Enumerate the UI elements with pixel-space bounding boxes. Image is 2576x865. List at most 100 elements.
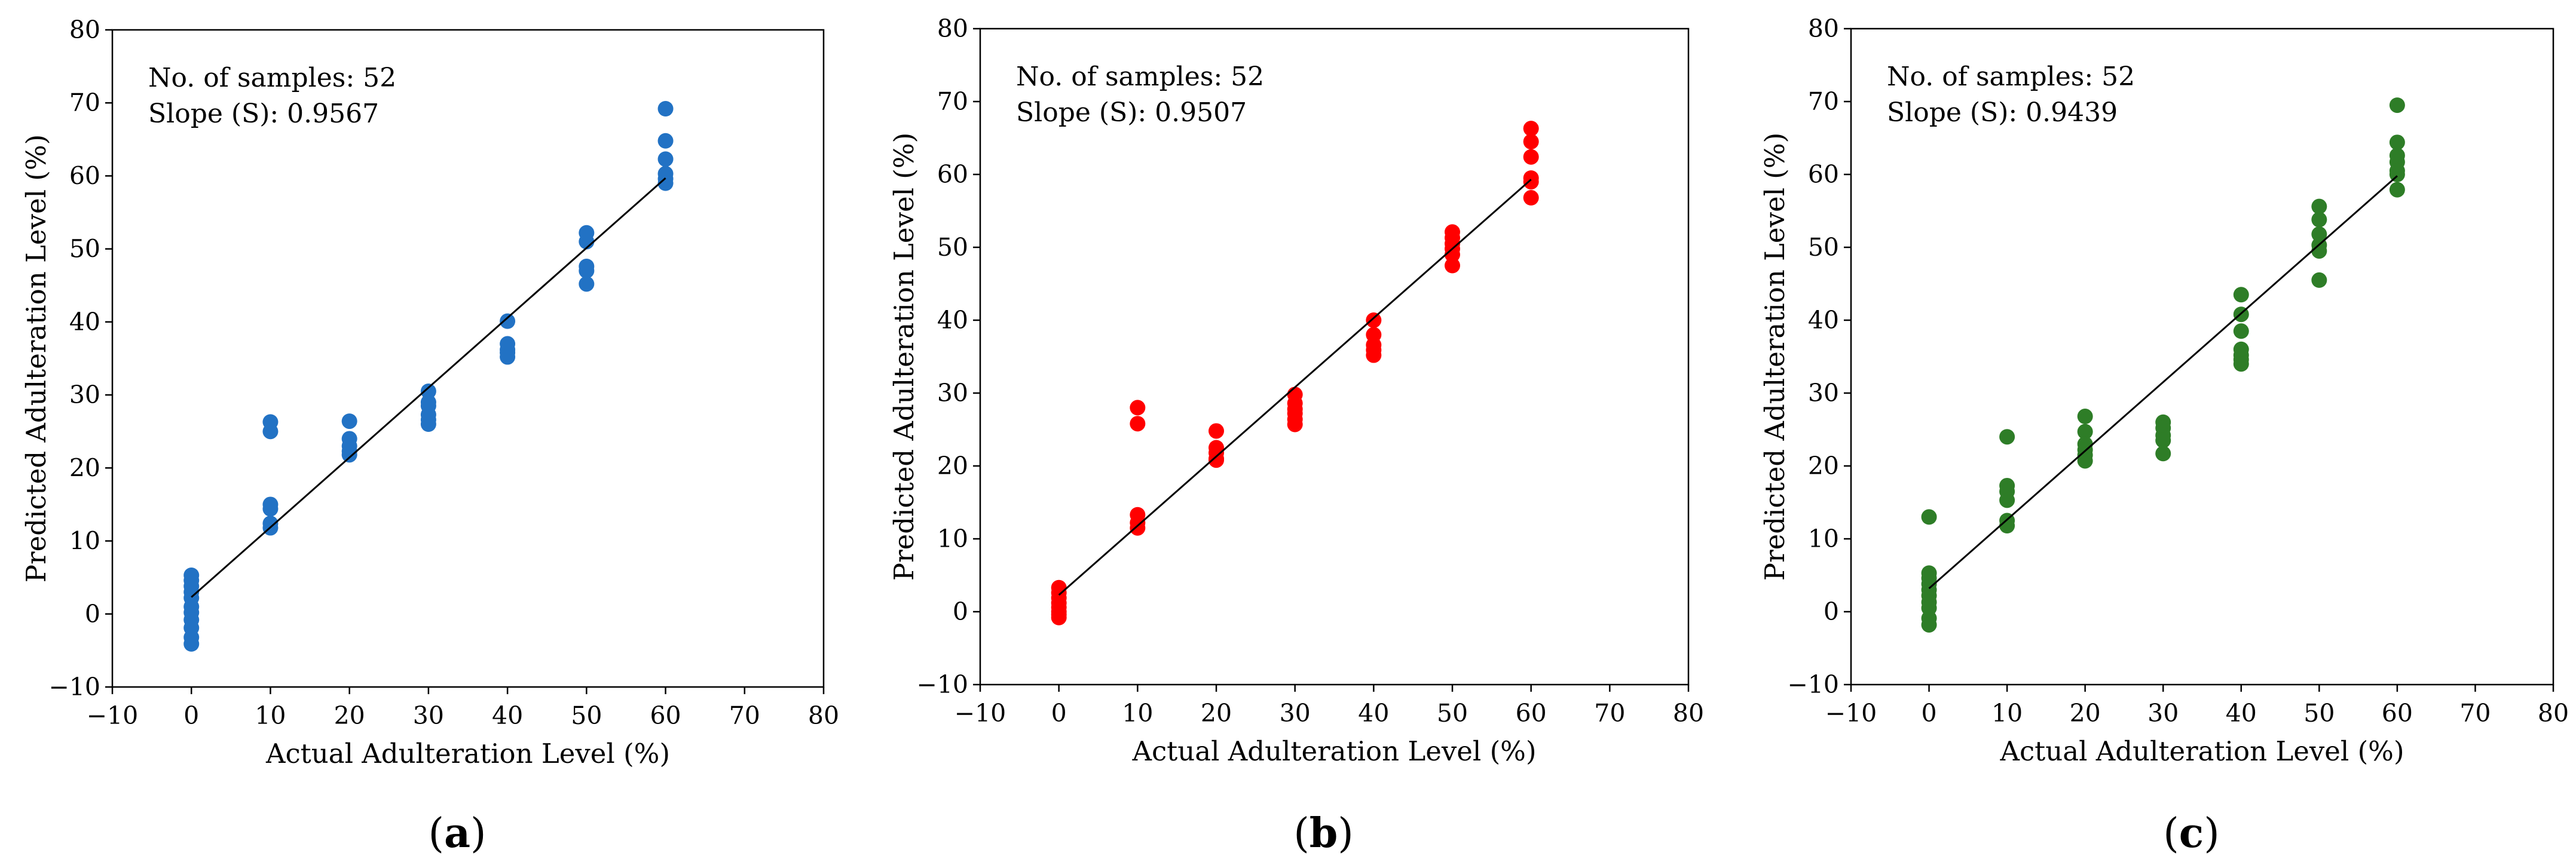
data-point — [2311, 211, 2327, 228]
y-tick-label: 70 — [1808, 87, 1839, 116]
chart-panel-c: −10 0 10 20 30 40 50 60 70 80 −10 0 10 20 30 40 50 60 70 80… — [1759, 14, 2569, 857]
data-point — [1523, 190, 1539, 206]
x-tick-label: 20 — [334, 701, 365, 730]
data-point — [1999, 518, 2015, 534]
x-tick-label: 0 — [1922, 699, 1937, 728]
data-point — [420, 416, 436, 432]
x-tick-label: 40 — [492, 701, 523, 730]
data-point — [1523, 174, 1539, 190]
caption-close-paren: ) — [2204, 810, 2220, 857]
x-tick-label: −10 — [87, 701, 139, 730]
data-point — [341, 447, 357, 463]
data-point — [1921, 509, 1937, 525]
x-tick-label: 80 — [2538, 699, 2569, 728]
y-tick-label: 20 — [69, 453, 100, 482]
plot-area — [111, 29, 825, 688]
y-tick-label: −10 — [1787, 670, 1839, 699]
data-point — [657, 101, 674, 116]
x-tick-label: −10 — [954, 699, 1006, 728]
x-tick-label: 50 — [1437, 699, 1468, 728]
data-point — [1366, 347, 1382, 363]
data-point — [2389, 134, 2405, 151]
data-point — [2389, 182, 2405, 198]
data-point — [2233, 356, 2249, 372]
data-point — [1130, 416, 1146, 432]
data-point — [579, 276, 595, 292]
y-tick-label: −10 — [48, 673, 100, 701]
data-point — [1921, 616, 1937, 633]
data-point — [2389, 97, 2405, 114]
x-tick-label: 10 — [255, 701, 286, 730]
plot-area — [979, 27, 1690, 686]
annotation-slope: Slope (S): 0.9507 — [1016, 97, 1247, 128]
y-tick-label: 30 — [937, 379, 968, 407]
x-tick-label: 60 — [1516, 699, 1547, 728]
y-tick-label: 20 — [937, 452, 968, 480]
data-point — [2155, 446, 2171, 462]
y-tick-label: 10 — [69, 527, 100, 556]
data-point — [1209, 452, 1224, 468]
data-point — [420, 384, 436, 399]
y-tick-label: 80 — [69, 16, 100, 44]
data-point — [341, 413, 357, 430]
fit-line — [1058, 179, 1532, 596]
x-tick-label: 60 — [2382, 699, 2413, 728]
data-point — [1366, 312, 1382, 328]
annotation-slope: Slope (S): 0.9439 — [1887, 97, 2118, 128]
data-point — [1445, 257, 1460, 274]
y-tick-label: 60 — [1808, 160, 1839, 189]
x-tick-label: 40 — [2226, 699, 2257, 728]
x-tick-label: 70 — [2459, 699, 2491, 728]
data-point — [1130, 520, 1146, 536]
data-point — [579, 263, 595, 279]
data-point — [2077, 409, 2093, 425]
caption-letter: a — [444, 809, 470, 857]
data-point — [2233, 323, 2249, 339]
chart-panel-a: −10 0 10 20 30 40 50 60 70 80 −10 0 10 20 30 40 50 60 70 80… — [20, 16, 839, 857]
x-tick-label: 30 — [413, 701, 444, 730]
x-tick-label: 20 — [2070, 699, 2101, 728]
caption-letter: c — [2179, 809, 2204, 857]
y-axis-title: Predicted Adulteration Level (%) — [1759, 133, 1791, 581]
y-axis-title: Predicted Adulteration Level (%) — [888, 133, 920, 581]
data-point — [1523, 149, 1539, 165]
x-tick-label: 70 — [1594, 699, 1625, 728]
data-point — [1445, 247, 1460, 263]
x-tick-label: 80 — [808, 701, 839, 730]
y-tick-label: 10 — [937, 524, 968, 553]
data-point — [1051, 609, 1067, 625]
x-tick-label: 50 — [571, 701, 602, 730]
data-point — [2233, 287, 2249, 303]
y-tick-label: 80 — [937, 14, 968, 43]
data-point — [1999, 429, 2015, 445]
x-tick-label: 70 — [729, 701, 760, 730]
x-axis-title: Actual Adulteration Level (%) — [1999, 735, 2404, 767]
data-point — [500, 313, 516, 329]
x-tick-label: 30 — [1280, 699, 1311, 728]
x-tick-label: 10 — [1122, 699, 1153, 728]
caption-close-paren: ) — [470, 810, 487, 857]
plot-area — [1850, 27, 2554, 686]
annotation-slope: Slope (S): 0.9567 — [148, 99, 379, 129]
y-axis-title: Predicted Adulteration Level (%) — [20, 134, 52, 582]
y-tick-label: 60 — [69, 161, 100, 190]
caption-letter: b — [1310, 809, 1338, 857]
data-point — [2311, 198, 2327, 214]
panel-caption: (b) — [1293, 809, 1354, 857]
caption-open-paren: ( — [1293, 810, 1310, 857]
y-tick-label: 30 — [69, 381, 100, 409]
data-point — [1523, 134, 1539, 150]
data-point — [500, 349, 516, 365]
x-tick-label: −10 — [1825, 699, 1877, 728]
annotation-samples: No. of samples: 52 — [1887, 62, 2135, 92]
data-point — [2077, 453, 2093, 469]
x-axis-title: Actual Adulteration Level (%) — [1131, 735, 1536, 767]
data-point — [1209, 423, 1224, 439]
fit-line — [191, 177, 666, 598]
x-tick-label: 30 — [2147, 699, 2179, 728]
y-tick-label: 40 — [69, 308, 100, 336]
data-point — [420, 394, 436, 410]
y-tick-label: 0 — [85, 600, 100, 628]
x-tick-label: 20 — [1201, 699, 1232, 728]
data-point — [2155, 432, 2171, 449]
